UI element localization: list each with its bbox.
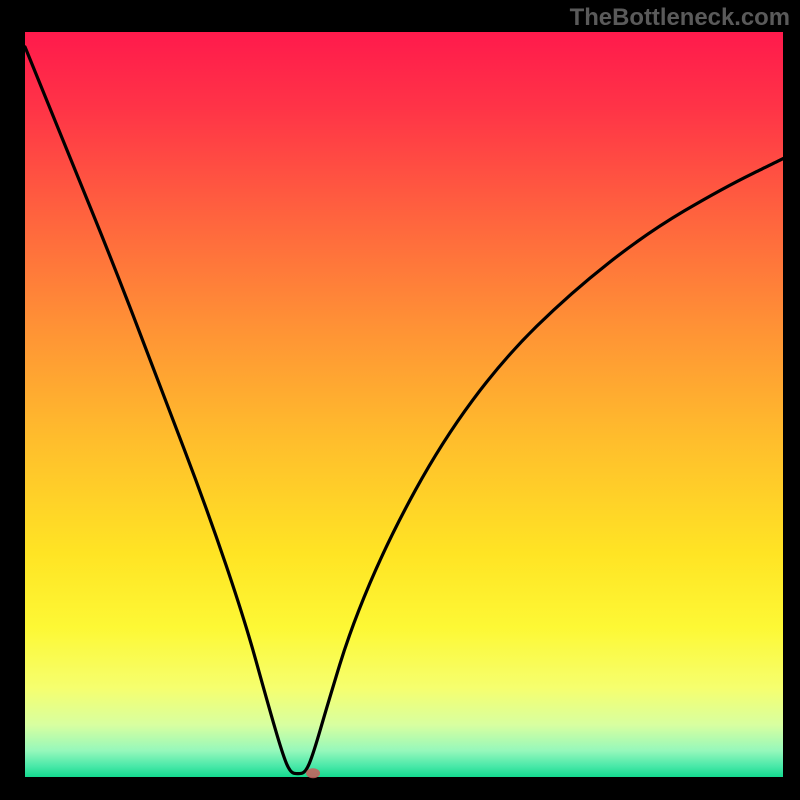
bottleneck-chart (0, 0, 800, 800)
plot-background (25, 32, 783, 777)
chart-container: { "watermark": { "text": "TheBottleneck.… (0, 0, 800, 800)
watermark-text: TheBottleneck.com (570, 4, 790, 32)
optimum-marker (306, 768, 320, 778)
